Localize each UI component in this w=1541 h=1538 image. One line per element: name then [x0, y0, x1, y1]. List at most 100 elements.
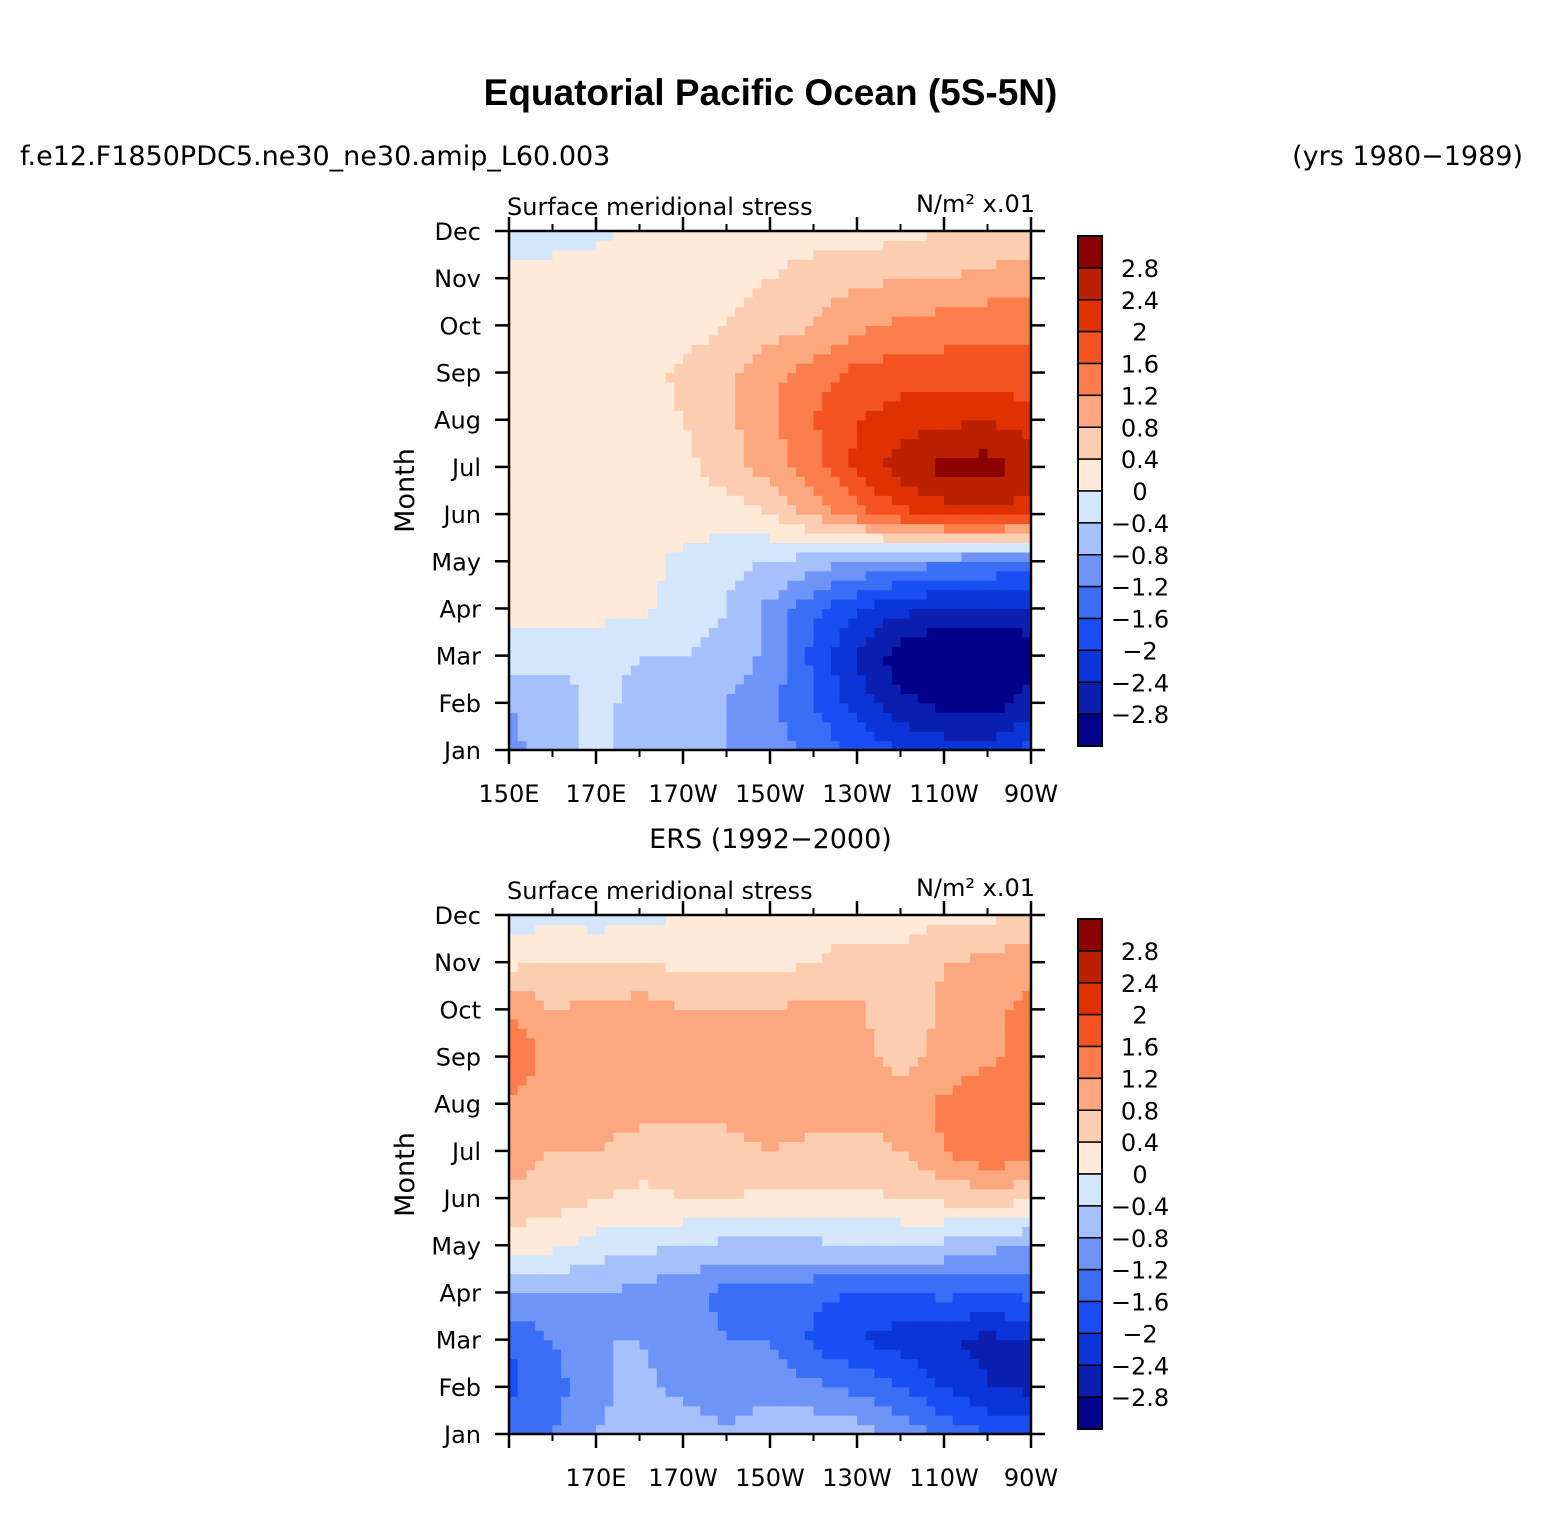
contour-cell — [987, 363, 997, 374]
contour-cell — [683, 363, 693, 374]
contour-cell — [891, 448, 902, 459]
contour-cell — [517, 693, 527, 704]
contour-cell — [517, 1235, 527, 1246]
contour-cell — [917, 1424, 928, 1435]
contour-cell — [917, 740, 928, 751]
contour-cell — [683, 608, 693, 619]
contour-cell — [604, 1405, 614, 1416]
contour-cell — [648, 646, 658, 657]
contour-cell — [909, 646, 919, 657]
contour-cell — [883, 542, 893, 553]
contour-cell — [509, 297, 519, 308]
contour-cell — [917, 391, 928, 402]
contour-cell — [526, 551, 536, 562]
contour-cell — [978, 740, 989, 751]
contour-cell — [535, 740, 545, 751]
contour-cell — [970, 1198, 980, 1209]
contour-cell — [761, 1320, 771, 1331]
contour-cell — [691, 344, 701, 355]
contour-cell — [709, 353, 719, 364]
contour-cell — [891, 353, 902, 364]
contour-cell — [587, 457, 597, 468]
contour-cell — [700, 712, 710, 723]
contour-cell — [770, 400, 780, 411]
contour-cell — [552, 731, 562, 742]
contour-cell — [804, 1292, 815, 1303]
contour-cell — [509, 278, 519, 289]
contour-cell — [822, 287, 832, 298]
contour-cell — [587, 1254, 597, 1265]
contour-cell — [891, 1207, 902, 1218]
contour-cell — [1013, 1273, 1023, 1284]
contour-cell — [761, 1264, 771, 1275]
contour-cell — [1013, 1235, 1023, 1246]
contour-cell — [517, 1386, 527, 1397]
contour-cell — [561, 391, 571, 402]
contour-cell — [622, 363, 632, 374]
contour-cell — [978, 1207, 989, 1218]
contour-cell — [970, 1330, 980, 1341]
contour-cell — [709, 429, 719, 440]
contour-cell — [848, 1405, 858, 1416]
contour-cell — [561, 514, 571, 525]
contour-cell — [891, 381, 902, 393]
contour-cell — [656, 231, 667, 242]
contour-cell — [543, 495, 554, 506]
contour-cell — [587, 1405, 597, 1416]
contour-cell — [865, 580, 875, 591]
contour-cell — [822, 551, 832, 562]
contour-cell — [752, 551, 762, 562]
contour-cell — [561, 523, 571, 534]
contour-cell — [883, 391, 893, 402]
contour-cell — [787, 1226, 797, 1237]
contour-cell — [848, 1349, 858, 1360]
contour-cell — [535, 542, 545, 553]
contour-cell — [822, 580, 832, 591]
contour-cell — [604, 1386, 614, 1397]
contour-cell — [961, 495, 971, 506]
contour-cell — [735, 1188, 745, 1199]
contour-cell — [596, 381, 606, 393]
contour-cell — [691, 325, 701, 336]
contour-cell — [822, 608, 832, 619]
contour-cell — [517, 1320, 527, 1331]
contour-cell — [569, 683, 580, 694]
contour-cell — [596, 1235, 606, 1246]
contour-cell — [569, 268, 580, 279]
contour-cell — [630, 400, 641, 411]
contour-cell — [613, 617, 623, 628]
contour-cell — [717, 485, 728, 496]
contour-cell — [944, 542, 954, 553]
contour-cell — [517, 287, 527, 298]
contour-cell — [587, 627, 597, 638]
contour-cell — [761, 589, 771, 600]
contour-cell — [691, 1188, 701, 1199]
contour-cell — [1004, 1405, 1015, 1416]
colorbar-label: −1.2 — [1111, 574, 1169, 602]
contour-cell — [639, 259, 649, 270]
contour-cell — [961, 325, 971, 336]
contour-cell — [752, 580, 762, 591]
contour-cell — [952, 410, 962, 421]
contour-cell — [569, 532, 580, 543]
contour-cell — [743, 1405, 754, 1416]
contour-cell — [822, 1245, 832, 1256]
contour-cell — [917, 231, 928, 242]
contour-cell — [578, 561, 588, 572]
contour-cell — [700, 646, 710, 657]
contour-cell — [848, 297, 858, 308]
contour-cell — [935, 523, 945, 534]
contour-cell — [935, 1424, 945, 1435]
contour-cell — [874, 334, 884, 345]
contour-cell — [830, 570, 841, 581]
contour-cell — [743, 410, 754, 421]
contour-cell — [622, 315, 632, 326]
contour-cell — [909, 674, 919, 685]
contour-cell — [509, 570, 519, 581]
contour-cell — [639, 1216, 649, 1227]
contour-cell — [683, 1320, 693, 1331]
contour-cell — [761, 466, 771, 477]
contour-cell — [883, 523, 893, 534]
contour-cell — [535, 1283, 545, 1294]
contour-cell — [665, 259, 675, 270]
